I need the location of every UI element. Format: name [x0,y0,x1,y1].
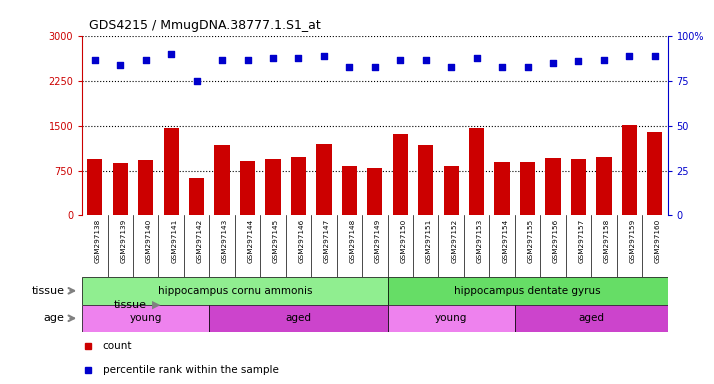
Point [548,60,559,66]
Text: GSM297149: GSM297149 [375,218,381,263]
Point [446,64,457,70]
Text: GSM297151: GSM297151 [426,218,432,263]
Bar [209,305,388,332]
Text: GSM297143: GSM297143 [222,218,228,263]
Text: GSM297144: GSM297144 [248,218,253,263]
Text: aged: aged [286,313,311,323]
Text: hippocampus dentate gyrus: hippocampus dentate gyrus [454,286,601,296]
Text: hippocampus cornu ammonis: hippocampus cornu ammonis [158,286,312,296]
Text: young: young [129,313,162,323]
Point [369,64,381,70]
Text: ▶: ▶ [152,300,161,310]
Point [267,55,278,61]
Text: age: age [44,313,64,323]
Point [395,57,406,63]
Bar [622,125,637,215]
Point [89,57,101,63]
Bar [82,305,209,332]
Bar [266,159,281,215]
Bar [520,162,536,215]
Bar [214,145,230,215]
Point [191,78,202,84]
Text: GSM297138: GSM297138 [95,218,101,263]
Bar [342,166,357,215]
Text: GSM297139: GSM297139 [120,218,126,263]
Bar [596,157,612,215]
Bar [367,167,383,215]
Text: percentile rank within the sample: percentile rank within the sample [103,364,278,374]
Text: GSM297148: GSM297148 [349,218,356,263]
Bar [545,158,560,215]
Point [114,62,126,68]
Point [496,64,508,70]
Bar [164,127,178,215]
Text: GSM297147: GSM297147 [324,218,330,263]
Point [343,64,355,70]
Text: GSM297142: GSM297142 [196,218,203,263]
Text: young: young [435,313,468,323]
Point [293,55,304,61]
Bar [571,159,586,215]
Point [649,53,660,59]
Text: GSM297159: GSM297159 [630,218,635,263]
Bar [87,159,103,215]
Point [598,57,610,63]
Bar [469,128,484,215]
Bar [393,134,408,215]
Bar [240,161,255,215]
Point [140,57,151,63]
Text: GSM297145: GSM297145 [273,218,279,263]
Point [216,57,228,63]
Text: GDS4215 / MmugDNA.38777.1.S1_at: GDS4215 / MmugDNA.38777.1.S1_at [89,19,321,32]
Bar [189,178,204,215]
Text: aged: aged [578,313,604,323]
Text: GSM297154: GSM297154 [502,218,508,263]
Point [242,57,253,63]
Text: tissue: tissue [31,286,64,296]
Bar [82,277,388,305]
Text: count: count [103,341,132,351]
Text: GSM297156: GSM297156 [553,218,559,263]
Text: GSM297152: GSM297152 [451,218,457,263]
Bar [113,163,128,215]
Point [471,55,483,61]
Bar [515,305,668,332]
Bar [388,277,668,305]
Text: GSM297160: GSM297160 [655,218,661,263]
Text: GSM297150: GSM297150 [401,218,406,263]
Point [573,58,584,65]
Point [624,53,635,59]
Text: GSM297146: GSM297146 [298,218,304,263]
Point [522,64,533,70]
Bar [388,305,515,332]
Text: GSM297158: GSM297158 [604,218,610,263]
Text: GSM297140: GSM297140 [146,218,152,263]
Bar [443,166,459,215]
Text: GSM297155: GSM297155 [528,218,533,263]
Text: tissue: tissue [114,300,146,310]
Text: GSM297153: GSM297153 [477,218,483,263]
Bar [138,161,154,215]
Text: GSM297141: GSM297141 [171,218,177,263]
Bar [418,145,433,215]
Bar [291,157,306,215]
Point [166,51,177,58]
Bar [647,132,663,215]
Text: GSM297157: GSM297157 [578,218,585,263]
Point [420,57,431,63]
Bar [316,144,331,215]
Bar [495,162,510,215]
Point [318,53,330,59]
